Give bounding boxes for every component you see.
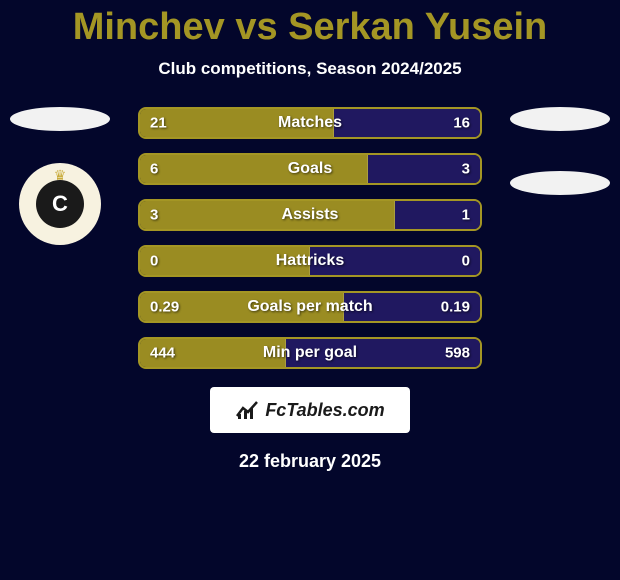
stat-value-player1: 6 [150,161,158,178]
brand-chart-icon [235,398,259,422]
stat-bar: 3 Assists 1 [138,199,482,231]
stat-label: Matches [278,114,342,132]
stat-value-player2: 16 [453,115,470,132]
stat-value-player1: 3 [150,207,158,224]
stat-value-player1: 0.29 [150,299,179,316]
stat-value-player2: 3 [462,161,470,178]
brand-badge[interactable]: FcTables.com [210,387,410,433]
bar-fill-player1 [140,201,395,229]
brand-text: FcTables.com [265,400,384,421]
stat-label: Min per goal [263,344,357,362]
stat-value-player2: 1 [462,207,470,224]
stat-bar: 444 Min per goal 598 [138,337,482,369]
player2-avatars [510,107,610,195]
stat-label: Goals [288,160,332,178]
player1-avatar-placeholder [10,107,110,131]
stat-bar: 0 Hattricks 0 [138,245,482,277]
player2-club-placeholder [510,171,610,195]
stat-value-player1: 444 [150,345,175,362]
player1-avatars: ♛ C [10,107,110,245]
stat-label: Assists [282,206,339,224]
player1-club-badge: ♛ C [19,163,101,245]
stat-value-player1: 21 [150,115,167,132]
stat-bar: 21 Matches 16 [138,107,482,139]
stat-value-player1: 0 [150,253,158,270]
stat-bar: 6 Goals 3 [138,153,482,185]
stat-label: Goals per match [247,298,372,316]
club-badge-letter: C [36,180,84,228]
snapshot-date: 22 february 2025 [0,451,620,472]
bar-fill-player1 [140,155,368,183]
stat-bar: 0.29 Goals per match 0.19 [138,291,482,323]
stat-value-player2: 0.19 [441,299,470,316]
comparison-panel: ♛ C 21 Matches 16 6 Goals 3 3 Assists 1 0 Hattrick… [0,107,620,369]
stat-bars: 21 Matches 16 6 Goals 3 3 Assists 1 0 Hattricks 0 0.… [138,107,482,369]
player2-avatar-placeholder [510,107,610,131]
subtitle: Club competitions, Season 2024/2025 [0,59,620,79]
stat-value-player2: 598 [445,345,470,362]
stat-value-player2: 0 [462,253,470,270]
page-title: Minchev vs Serkan Yusein [0,0,620,49]
stat-label: Hattricks [276,252,344,270]
